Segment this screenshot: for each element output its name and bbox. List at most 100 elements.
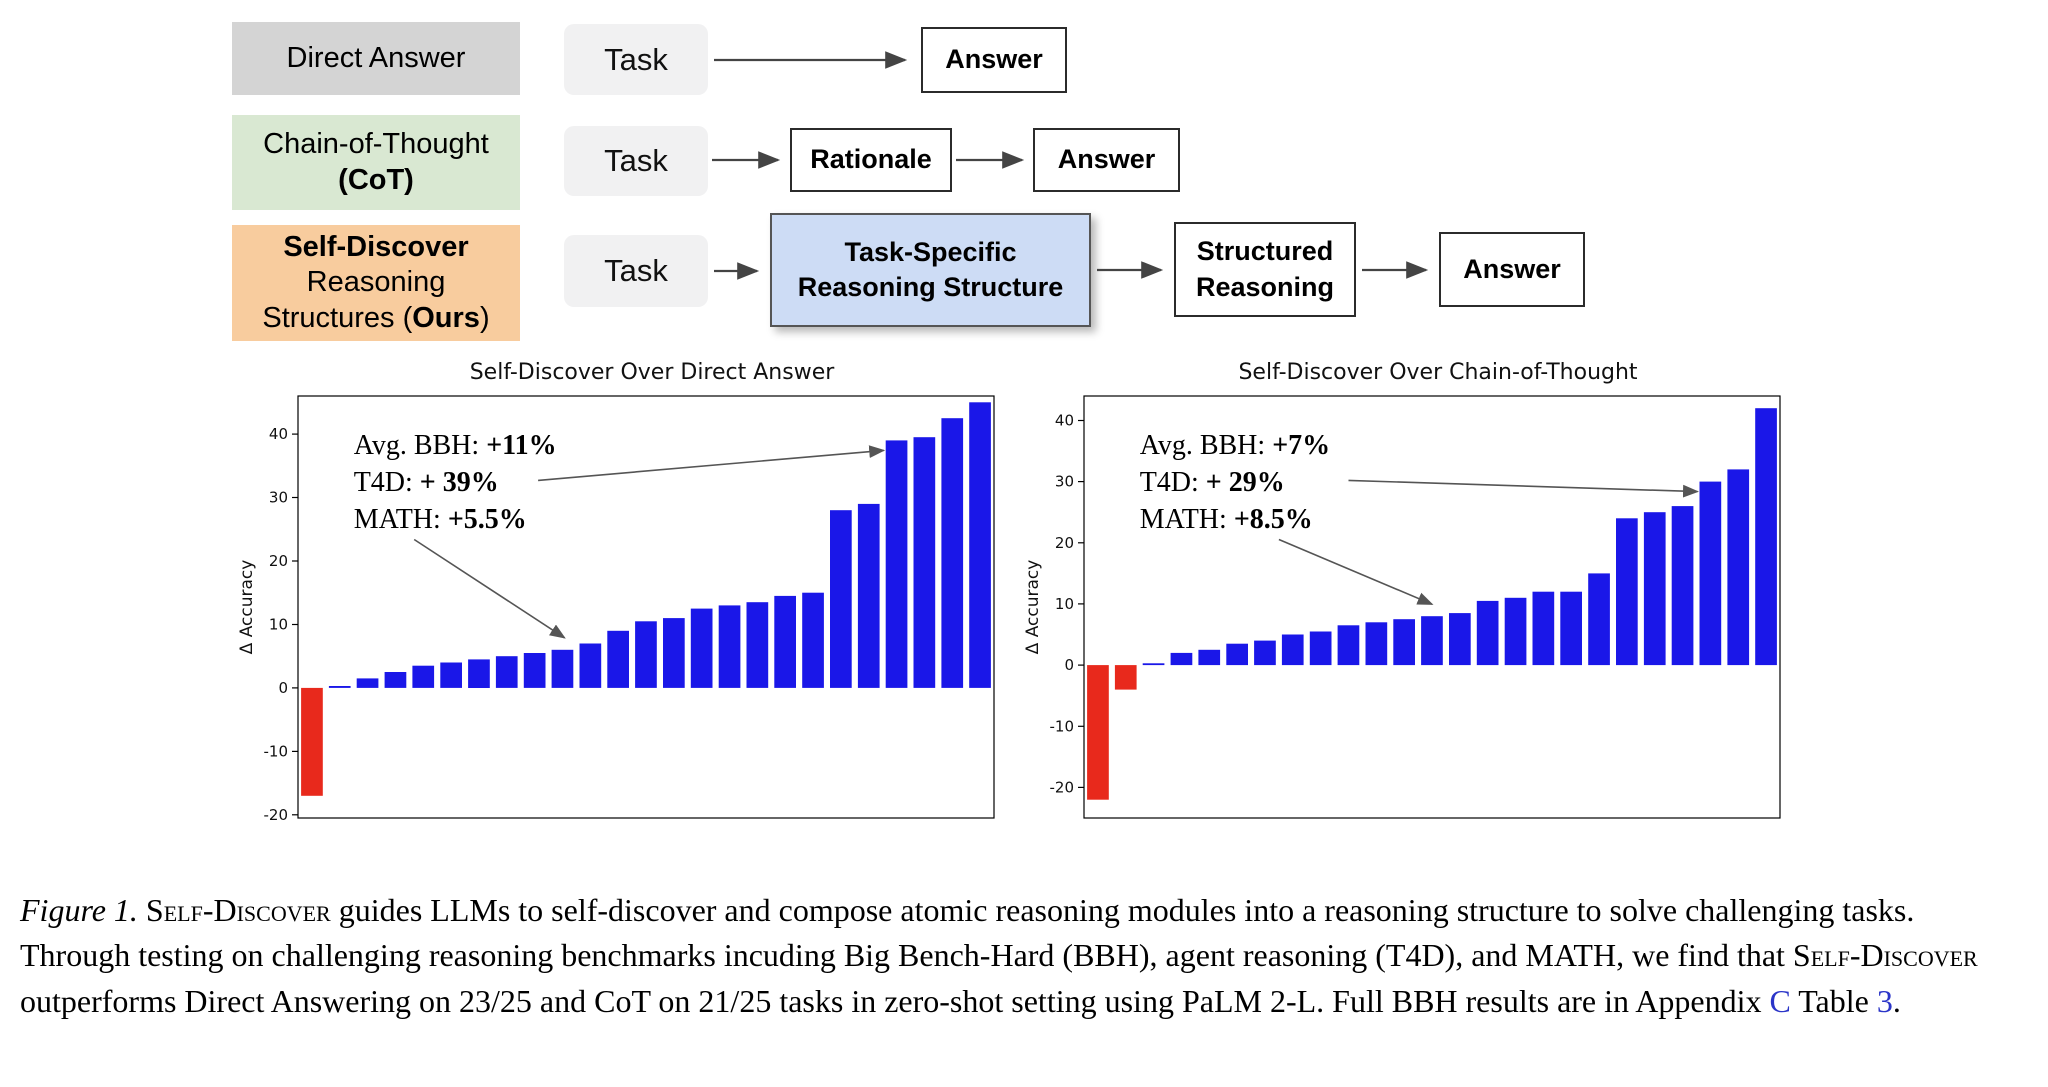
y-tick-label: 40 (1055, 412, 1074, 430)
bar (746, 602, 769, 688)
plot-border (297, 395, 995, 819)
structured-reasoning-line2: Reasoning (1195, 271, 1335, 302)
bar (802, 592, 824, 688)
chart-over-chain-of-thought: Self-Discover Over Chain-of-Thought -20-… (1022, 360, 1792, 830)
structured-reasoning-line1: Structured (1196, 236, 1334, 267)
bar (690, 608, 713, 688)
method-comparison-diagram: Direct Answer Chain-of-Thought (CoT) Sel… (0, 0, 2048, 360)
bar (328, 686, 351, 688)
caption-segment: Self-Discover (1792, 937, 1978, 974)
bar (1114, 665, 1137, 690)
bar (774, 595, 796, 688)
caption-reference-link[interactable]: C (1769, 982, 1791, 1019)
annotation-arrow (413, 538, 566, 639)
annotation-arrow (538, 445, 886, 482)
structure-box-line2: Reasoning Structure (797, 272, 1064, 302)
self-discover-label-line3-ours: Ours (412, 301, 480, 334)
bar (1170, 652, 1193, 666)
figure-caption: Figure 1. Self-Discover guides LLMs to s… (20, 888, 2028, 1024)
self-discover-label-line2: Reasoning (306, 266, 446, 299)
caption-reference-link[interactable]: 3 (1876, 982, 1893, 1019)
y-tick-label: -10 (264, 742, 289, 760)
annotation-line: Avg. BBH: +7% (1140, 430, 1330, 461)
bar (412, 665, 435, 688)
bar (1727, 469, 1750, 666)
self-discover-label: Self-Discover Reasoning Structures (Ours… (232, 225, 520, 341)
bar (1560, 591, 1582, 666)
bar (1421, 616, 1443, 666)
y-tick-label: -10 (1050, 717, 1075, 735)
y-tick-label: 30 (269, 489, 288, 507)
y-tick-label: 0 (1064, 656, 1074, 674)
bar (301, 687, 323, 796)
direct-answer-label: Direct Answer (232, 22, 520, 95)
bar (1226, 643, 1248, 666)
bar (913, 437, 936, 688)
bar (1393, 619, 1415, 666)
bar (1281, 634, 1304, 666)
bar (1671, 506, 1694, 666)
cot-label-line1: Chain-of-Thought (263, 128, 489, 161)
plot-border (1083, 395, 1781, 819)
y-tick-label: 40 (269, 425, 288, 443)
task-box-direct-text: Task (604, 41, 668, 77)
direct-answer-label-text: Direct Answer (286, 41, 466, 74)
bar (718, 605, 741, 688)
delta-accuracy-chart-direct: -20 -10 0 10 20 30 40 Δ Accuracy Avg. BBH: +11% T… (237, 395, 995, 824)
caption-segment: . (1892, 982, 1901, 1019)
task-specific-reasoning-structure-box: Task-Specific Reasoning Structure (770, 213, 1091, 327)
bar (551, 649, 574, 688)
annotation-line: T4D: + 29% (1140, 467, 1285, 498)
bar (1532, 591, 1555, 666)
y-tick-label: 10 (1055, 595, 1074, 613)
bar (1142, 663, 1165, 666)
annotation-line: T4D: + 39% (354, 467, 499, 498)
bar (885, 440, 908, 688)
annotation-arrow (1348, 479, 1699, 498)
caption-segment: Figure 1. (20, 892, 146, 928)
answer-box-self-discover: Answer (1439, 232, 1585, 307)
annotation-line: MATH: +8.5% (1140, 504, 1313, 535)
structured-reasoning-box: Structured Reasoning (1174, 222, 1356, 317)
delta-accuracy-chart-cot: -20 -10 0 10 20 30 40 Δ Accuracy Avg. BBH: +7% T4… (1023, 395, 1781, 819)
answer-box-self-discover-text: Answer (1463, 253, 1561, 284)
bar (1643, 512, 1666, 666)
bar (440, 662, 462, 688)
bar (1476, 600, 1499, 666)
self-discover-label-line1: Self-Discover (283, 230, 469, 263)
answer-box-direct: Answer (921, 27, 1067, 93)
task-box-self-discover-text: Task (604, 253, 668, 288)
bar (1198, 649, 1221, 666)
bar (523, 653, 546, 688)
y-tick-label: -20 (264, 806, 289, 824)
y-axis-label: Δ Accuracy (1023, 560, 1043, 655)
y-tick-label: 20 (1055, 534, 1074, 552)
y-axis-label: Δ Accuracy (237, 560, 257, 655)
answer-box-cot-text: Answer (1057, 144, 1156, 175)
annotation-line: Avg. BBH: +11% (354, 430, 557, 461)
bar (1588, 573, 1610, 666)
caption-segment: guides LLMs to self-discover and compose… (20, 892, 1915, 974)
self-discover-label-line3-post: ) (479, 301, 490, 334)
bar (830, 510, 852, 688)
annotation-line: MATH: +5.5% (354, 504, 527, 535)
answer-box-direct-text: Answer (945, 44, 1043, 75)
bar (607, 630, 629, 688)
chart-title-direct: Self-Discover Over Direct Answer (469, 360, 835, 385)
bar (356, 678, 379, 688)
task-box-cot: Task (564, 126, 708, 196)
chart-title-cot: Self-Discover Over Chain-of-Thought (1238, 360, 1638, 385)
bar (1449, 613, 1471, 666)
self-discover-label-line3-pre: Structures ( (262, 301, 413, 334)
bar (663, 618, 685, 688)
cot-label: Chain-of-Thought (CoT) (232, 115, 520, 210)
bar (1755, 408, 1777, 666)
task-box-cot-text: Task (604, 143, 668, 178)
bar (857, 503, 880, 688)
bar (384, 672, 407, 688)
caption-segment: outperforms Direct Answering on 23/25 an… (20, 982, 1770, 1019)
caption-segment: Self-Discover (145, 892, 331, 928)
bar (635, 621, 657, 688)
bar (468, 659, 490, 688)
